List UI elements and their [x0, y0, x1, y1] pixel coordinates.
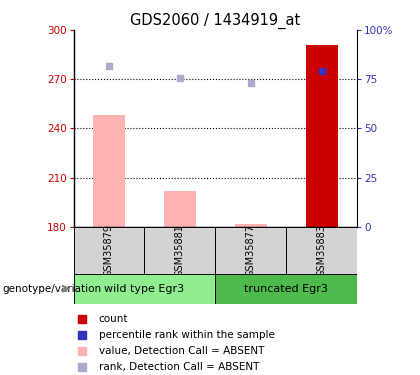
Bar	[215, 274, 357, 304]
Text: GDS2060 / 1434919_at: GDS2060 / 1434919_at	[130, 13, 300, 29]
Text: GSM35881: GSM35881	[175, 224, 185, 277]
Text: value, Detection Call = ABSENT: value, Detection Call = ABSENT	[99, 346, 264, 356]
Bar	[74, 227, 144, 274]
Bar	[286, 227, 357, 274]
Text: GSM35879: GSM35879	[104, 224, 114, 277]
Text: GSM35877: GSM35877	[246, 224, 256, 277]
Bar	[93, 116, 125, 227]
Text: GSM35883: GSM35883	[317, 224, 327, 277]
Bar	[306, 45, 338, 227]
Text: count: count	[99, 314, 128, 324]
Text: rank, Detection Call = ABSENT: rank, Detection Call = ABSENT	[99, 362, 259, 372]
Bar	[164, 191, 196, 227]
Text: truncated Egr3: truncated Egr3	[244, 284, 328, 294]
Bar	[235, 224, 267, 227]
Bar	[144, 227, 215, 274]
Text: percentile rank within the sample: percentile rank within the sample	[99, 330, 275, 340]
Text: wild type Egr3: wild type Egr3	[104, 284, 184, 294]
Bar	[74, 274, 215, 304]
Bar	[215, 227, 286, 274]
Text: genotype/variation: genotype/variation	[2, 284, 101, 294]
